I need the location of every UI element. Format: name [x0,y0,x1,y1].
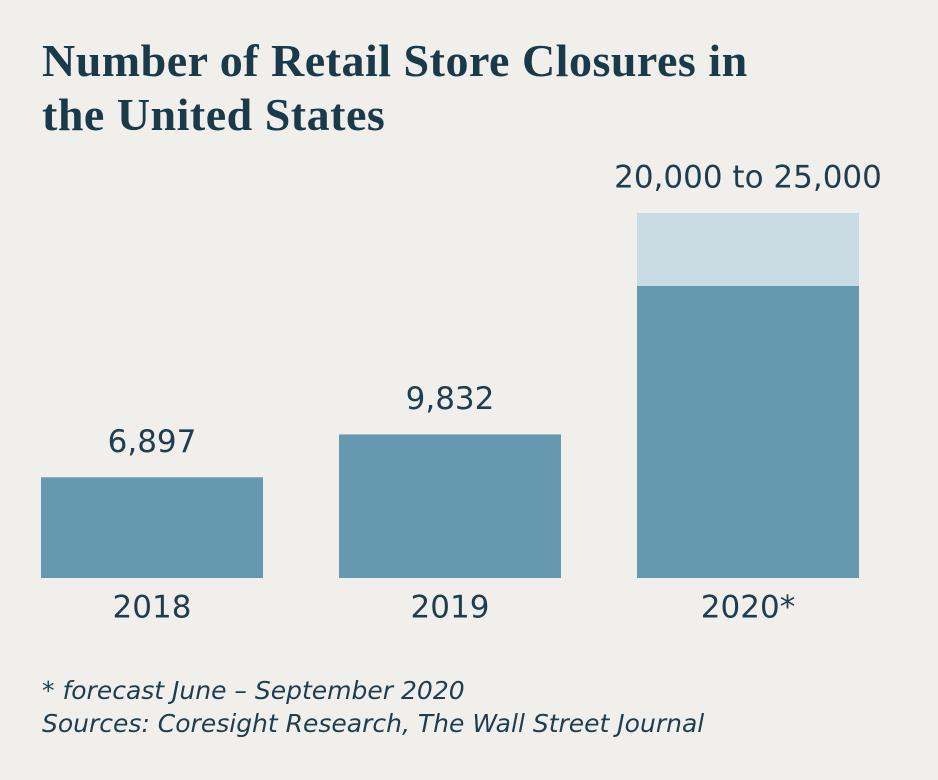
chart-title: Number of Retail Store Closures in the U… [42,35,748,140]
value-label: 6,897 [108,424,197,460]
footnote: * forecast June – September 2020 [42,676,465,705]
x-tick-label: 2020* [701,590,795,626]
bar-segment [41,477,263,578]
bar-segment [339,434,561,578]
bar-segment [637,213,859,286]
bar-segment [637,286,859,578]
x-tick-label: 2018 [113,590,192,626]
value-label: 20,000 to 25,000 [614,160,882,196]
value-label: 9,832 [406,381,495,417]
chart: 6,897 2018 9,832 2019 20,000 to 25,000 2020* [41,160,882,626]
source-note: Sources: Coresight Research, The Wall St… [42,709,705,738]
x-tick-label: 2019 [411,590,490,626]
